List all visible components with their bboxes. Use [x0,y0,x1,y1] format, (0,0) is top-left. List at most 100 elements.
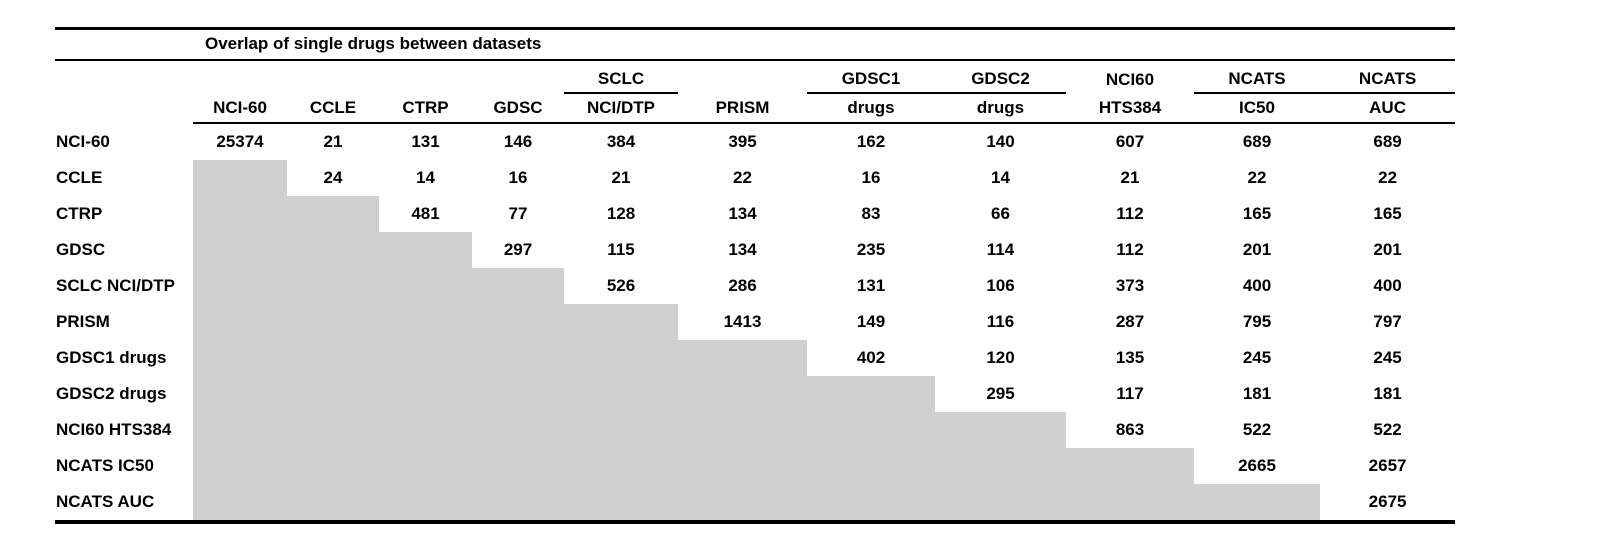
value-cell: 201 [1242,240,1272,259]
column-header-prism: PRISM [678,93,807,124]
shaded-cell [807,412,935,448]
value-cell: 235 [856,240,886,259]
shaded-cell [287,232,379,268]
value-cell: 287 [1115,312,1145,331]
value-cell: 400 [1242,276,1272,295]
corner-cell [55,60,193,93]
shaded-cell [1066,448,1194,484]
value-cell: 22 [733,168,752,187]
column-group-header-row: SCLC GDSC1 GDSC2 NCI60 NCATS NCATS [55,60,1456,94]
value-cell: 286 [728,276,757,295]
value-cell: 795 [1242,312,1272,331]
value-cell: 116 [986,312,1015,331]
column-group-header-prism [678,60,807,93]
shaded-cell [807,484,935,522]
value-cell: 112 [1116,240,1144,259]
shaded-cell [379,268,472,304]
row-label: CTRP [56,204,103,223]
column-header-gdsc2-drugs: drugs [935,93,1066,124]
shaded-cell [564,304,678,340]
value-cell: 140 [986,132,1015,151]
diagonal-value-cell: 25374 [216,132,264,151]
value-cell: 522 [1373,420,1402,439]
column-group-header-ccle [287,60,379,93]
value-cell: 149 [856,312,886,331]
title-row: Overlap of single drugs between datasets [55,28,1456,61]
column-group-header-gdsc2-drugs: GDSC2 [935,60,1066,94]
value-cell: 134 [728,240,757,259]
shaded-cell [193,448,287,484]
shaded-cell [807,448,935,484]
shaded-cell [564,412,678,448]
row-label: NCI-60 [56,131,110,151]
column-group-header-ctrp [379,60,472,93]
table-row: GDSC 297 115 134 235 114 112 201 201 [55,232,1455,268]
shaded-cell [678,340,807,376]
value-cell: 689 [1242,132,1272,151]
column-group-header-ncats-ic50: NCATS [1194,60,1320,94]
shaded-cell [193,412,287,448]
column-header-row: NCI-60 CCLE CTRP GDSC NCI/DTP PRISM drugs drugs… [55,93,1456,124]
shaded-cell [193,340,287,376]
row-label: GDSC [56,240,106,259]
value-cell: 146 [503,132,533,151]
value-cell: 201 [1373,240,1402,259]
value-cell: 689 [1373,132,1402,151]
overlap-table-figure: Overlap of single drugs between datasets… [55,27,1456,524]
shaded-cell [935,448,1066,484]
shaded-cell [472,340,564,376]
shaded-cell [193,304,287,340]
value-cell: 77 [508,204,528,223]
shaded-cell [193,268,287,304]
row-label: CCLE [56,168,103,187]
shaded-cell [935,484,1066,522]
shaded-cell [287,484,379,522]
table-row: NCATS IC50 2665 2657 [55,448,1455,484]
value-cell: 21 [1120,168,1140,187]
table-row: CCLE 24 14 16 21 22 16 14 21 22 22 [55,160,1455,196]
column-header-gdsc1-drugs: drugs [807,93,935,124]
value-cell: 607 [1115,132,1145,151]
shaded-cell [564,484,678,522]
shaded-cell [678,484,807,522]
column-group-header-ncats-auc: NCATS [1320,60,1456,94]
value-cell: 245 [1242,348,1272,367]
value-cell: 22 [1378,168,1398,187]
shaded-cell [193,196,287,232]
shaded-cell [379,376,472,412]
diagonal-value-cell: 2675 [1368,492,1407,511]
diagonal-value-cell: 402 [856,348,886,367]
value-cell: 22 [1247,168,1267,187]
row-label: NCI60 HTS384 [56,420,172,439]
value-cell: 117 [1116,384,1144,403]
value-cell: 131 [856,276,886,295]
value-cell: 395 [728,132,757,151]
value-cell: 66 [991,204,1010,223]
shaded-cell [1194,484,1320,522]
diagonal-value-cell: 295 [986,384,1015,403]
value-cell: 112 [1116,204,1144,223]
shaded-cell [287,412,379,448]
column-group-header-sclc-nci-dtp: SCLC [564,60,678,94]
column-header-nci-60: NCI-60 [193,93,287,124]
value-cell: 135 [1115,348,1145,367]
shaded-cell [287,448,379,484]
shaded-cell [379,484,472,522]
column-header-ctrp: CTRP [379,93,472,124]
value-cell: 14 [991,168,1010,187]
value-cell: 14 [416,168,435,187]
value-cell: 181 [1373,384,1402,403]
shaded-cell [287,196,379,232]
table-header: Overlap of single drugs between datasets… [55,28,1456,124]
shaded-cell [472,304,564,340]
row-label: PRISM [56,312,110,331]
table-row: PRISM 1413 149 116 287 795 797 [55,304,1455,340]
table-row: NCATS AUC 2675 [55,484,1455,522]
value-cell: 115 [607,240,635,259]
value-cell: 181 [1242,384,1272,403]
value-cell: 128 [606,204,636,223]
table-row: NCI60 HTS384 863 522 522 [55,412,1455,448]
value-cell: 797 [1373,312,1402,331]
value-cell: 83 [861,204,881,223]
shaded-cell [678,412,807,448]
